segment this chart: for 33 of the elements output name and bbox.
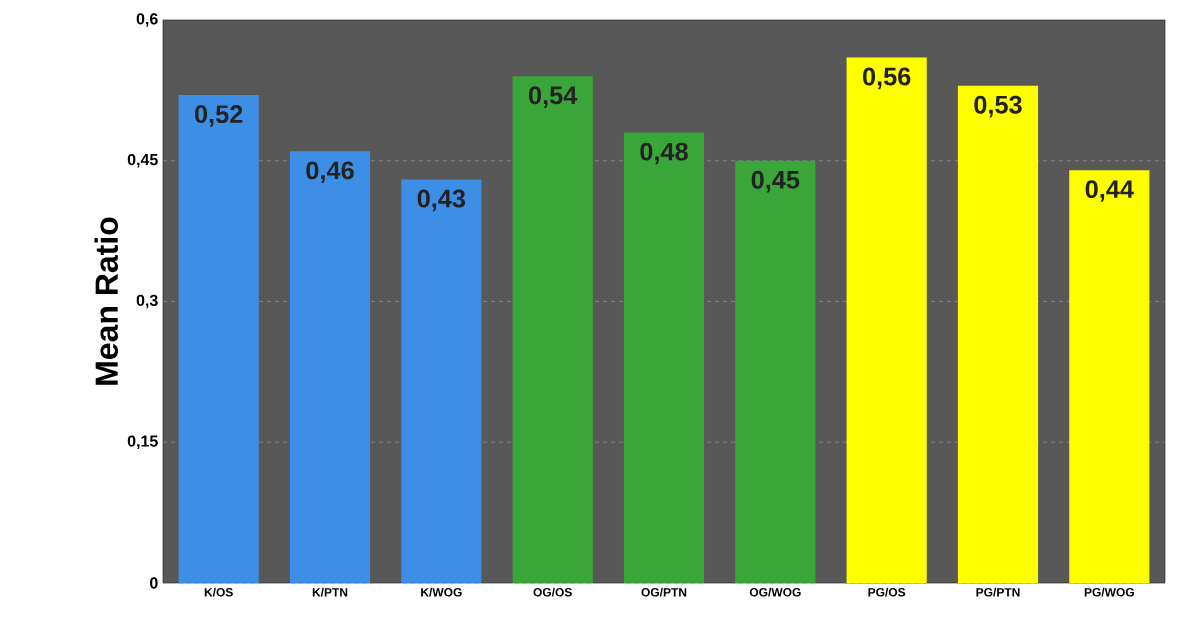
x-tick-label: K/OS [204, 587, 233, 597]
y-tick-label: 0,45 [127, 153, 158, 168]
bar [178, 95, 259, 583]
bar [846, 57, 927, 583]
data-label: 0,52 [195, 105, 243, 127]
data-label: 0,45 [751, 170, 800, 193]
x-tick-label: PG/WOG [1084, 587, 1134, 597]
y-tick-label: 0 [150, 577, 158, 589]
x-tick-label: K/PTN [312, 587, 348, 597]
data-label: 0,46 [306, 161, 354, 184]
bar [957, 85, 1039, 583]
data-label: 0,53 [974, 95, 1022, 118]
y-tick-label: 0,15 [127, 435, 158, 450]
bar [289, 151, 371, 583]
x-tick-label: PG/OS [868, 587, 906, 597]
x-tick-label: OG/OS [533, 587, 572, 597]
y-axis-title: Mean Ratio [94, 217, 118, 385]
x-tick-label: K/WOG [421, 587, 462, 597]
bar [512, 76, 593, 583]
data-label: 0,56 [863, 67, 911, 90]
bar [735, 160, 816, 583]
y-tick-label: 0,3 [136, 294, 158, 309]
data-label: 0,54 [529, 86, 578, 108]
bar [1069, 170, 1150, 583]
data-label: 0,43 [417, 189, 466, 212]
data-label: 0,44 [1085, 180, 1134, 202]
bar [401, 179, 482, 583]
x-tick-label: OG/PTN [641, 587, 687, 597]
bar [623, 132, 705, 583]
data-label: 0,48 [640, 142, 688, 165]
x-tick-label: OG/WOG [749, 587, 801, 597]
y-tick-label: 0,6 [136, 13, 158, 27]
x-tick-label: PG/PTN [976, 587, 1020, 597]
